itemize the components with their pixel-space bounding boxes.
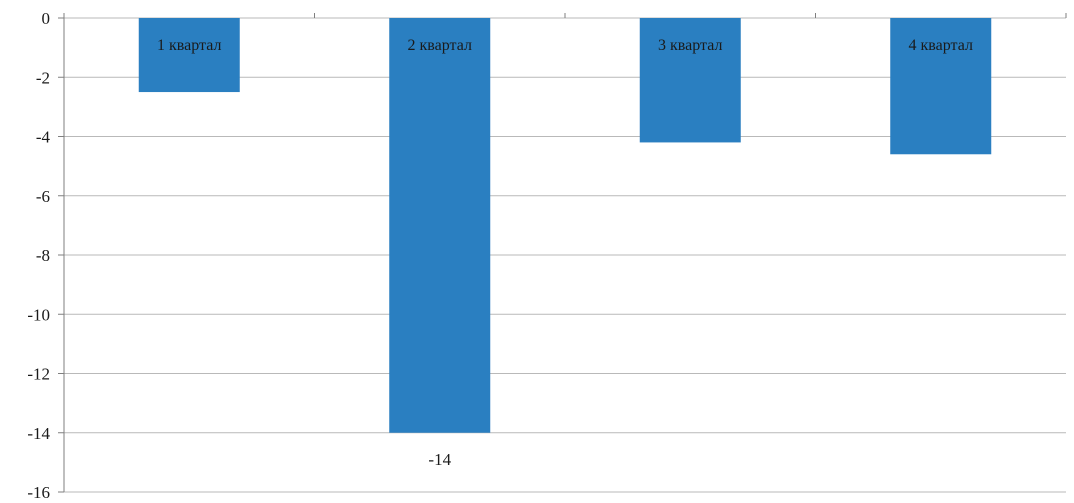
axes: [58, 13, 1067, 493]
bar-2: [389, 18, 491, 433]
y-tick-labels: 0 -2 -4 -6 -8 -10 -12 -14 -16: [27, 9, 50, 502]
y-tick-label: -14: [27, 424, 50, 443]
bar-1: [138, 18, 240, 93]
y-tick-label: -12: [27, 365, 50, 384]
category-label-3: 3 квартал: [658, 37, 722, 54]
y-tick-label: -8: [36, 246, 50, 265]
bar-4: [890, 18, 992, 155]
category-label-1: 1 квартал: [157, 37, 221, 54]
y-tick-label: -10: [27, 305, 50, 324]
y-tick-label: -2: [36, 68, 50, 87]
category-label-2: 2 квартал: [408, 37, 472, 54]
y-tick-label: -16: [27, 483, 50, 502]
category-label-4: 4 квартал: [909, 37, 973, 54]
data-label-2: -14: [428, 450, 451, 469]
bars: [138, 18, 992, 433]
y-tick-label: -4: [36, 128, 51, 147]
bar-3: [639, 18, 741, 143]
bar-labels: 1 квартал 2 квартал -14 3 квартал 4 квартал: [157, 37, 973, 469]
y-tick-label: -6: [36, 187, 50, 206]
y-tick-label: 0: [42, 9, 51, 28]
